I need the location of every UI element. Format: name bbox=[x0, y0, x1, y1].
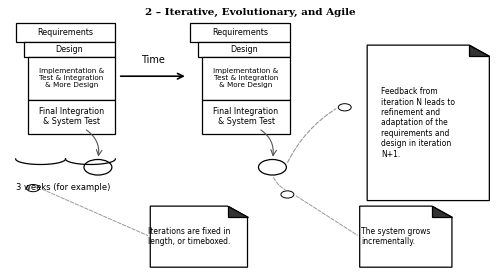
Text: Design: Design bbox=[230, 45, 258, 54]
Text: The system grows
incrementally.: The system grows incrementally. bbox=[361, 227, 430, 246]
Polygon shape bbox=[150, 206, 248, 267]
Bar bbox=[28, 57, 116, 100]
Text: 3 weeks (for example): 3 weeks (for example) bbox=[16, 182, 110, 191]
Text: Final Integration
& System Test: Final Integration & System Test bbox=[39, 107, 104, 126]
Text: Design: Design bbox=[56, 45, 84, 54]
Text: Requirements: Requirements bbox=[38, 28, 94, 37]
Polygon shape bbox=[228, 206, 248, 217]
Text: Iterations are fixed in
length, or timeboxed.: Iterations are fixed in length, or timeb… bbox=[148, 227, 230, 246]
Text: Requirements: Requirements bbox=[212, 28, 268, 37]
Bar bbox=[24, 42, 116, 57]
Text: 2 – Iterative, Evolutionary, and Agile: 2 – Iterative, Evolutionary, and Agile bbox=[144, 8, 356, 17]
Bar bbox=[202, 57, 290, 100]
Bar bbox=[198, 42, 290, 57]
Bar bbox=[202, 100, 290, 134]
Bar bbox=[16, 23, 116, 42]
Text: Final Integration
& System Test: Final Integration & System Test bbox=[214, 107, 278, 126]
Polygon shape bbox=[367, 45, 490, 201]
Polygon shape bbox=[470, 45, 490, 56]
Bar bbox=[28, 100, 116, 134]
Text: Time: Time bbox=[141, 55, 165, 65]
Bar bbox=[190, 23, 290, 42]
Text: Implementation &
Test & Integration
& More Design: Implementation & Test & Integration & Mo… bbox=[39, 68, 104, 88]
Text: Implementation &
Test & Integration
& More Design: Implementation & Test & Integration & Mo… bbox=[214, 68, 278, 88]
Polygon shape bbox=[432, 206, 452, 217]
Text: Feedback from
iteration N leads to
refinement and
adaptation of the
requirements: Feedback from iteration N leads to refin… bbox=[382, 87, 456, 158]
Polygon shape bbox=[360, 206, 452, 267]
